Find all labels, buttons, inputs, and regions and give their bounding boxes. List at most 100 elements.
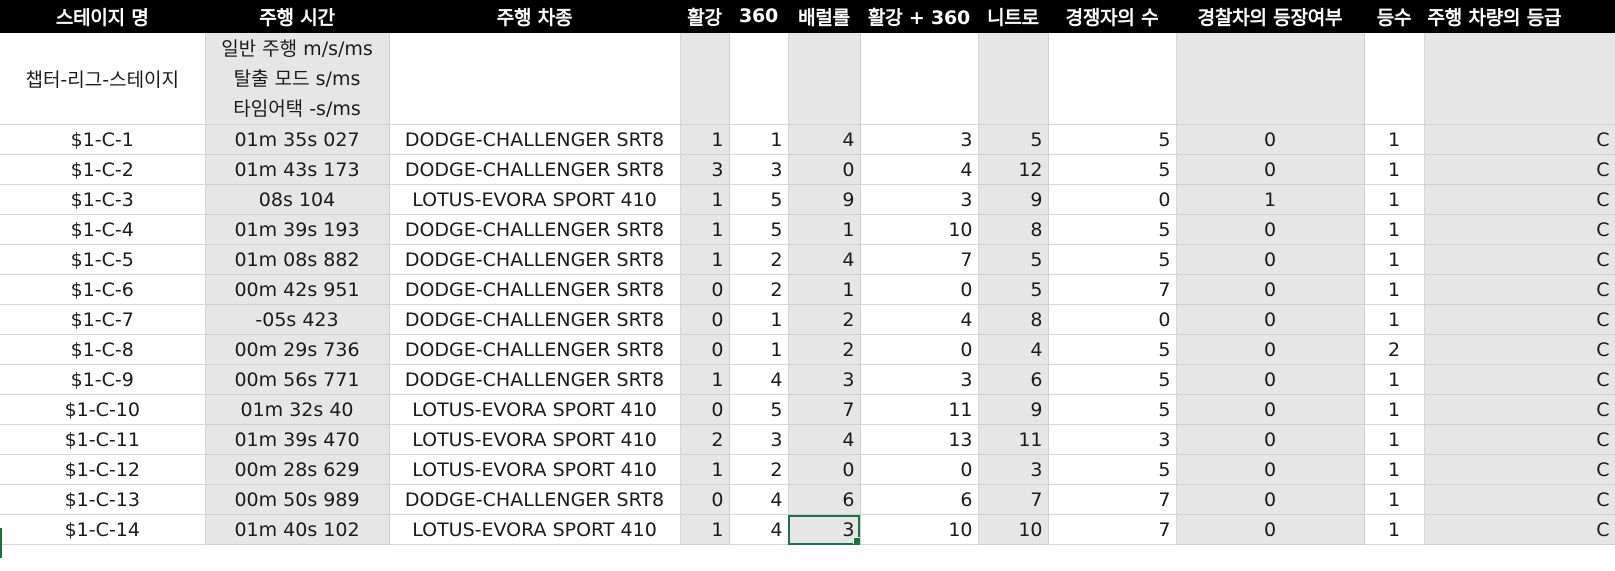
- cell-police-appearance[interactable]: 0: [1176, 424, 1365, 455]
- cell-360[interactable]: 3: [729, 154, 789, 185]
- cell-stage-name[interactable]: $1-C-1: [0, 124, 206, 155]
- header-rival-count[interactable]: 경쟁자의 수: [1048, 0, 1177, 33]
- cell-rival-count[interactable]: 5: [1048, 244, 1177, 275]
- cell-police-appearance[interactable]: 0: [1176, 124, 1365, 155]
- cell-car-model[interactable]: LOTUS-EVORA SPORT 410: [389, 454, 681, 485]
- cell-car-model[interactable]: LOTUS-EVORA SPORT 410: [389, 394, 681, 425]
- cell-nitro[interactable]: 6: [978, 364, 1049, 395]
- cell-stage-name[interactable]: $1-C-6: [0, 274, 206, 305]
- cell-car-grade[interactable]: C: [1424, 214, 1615, 245]
- cell-car-model[interactable]: DODGE-CHALLENGER SRT8: [389, 304, 681, 335]
- cell-stage-name[interactable]: $1-C-5: [0, 244, 206, 275]
- cell-car-model[interactable]: DODGE-CHALLENGER SRT8: [389, 274, 681, 305]
- cell-360[interactable]: 5: [729, 184, 789, 215]
- cell-360[interactable]: 1: [729, 304, 789, 335]
- cell-360[interactable]: 2: [729, 244, 789, 275]
- cell-360[interactable]: 2: [729, 274, 789, 305]
- cell-barrel-roll-selected[interactable]: 3: [788, 514, 861, 545]
- cell-nitro[interactable]: 11: [978, 424, 1049, 455]
- cell-glide-plus-360[interactable]: 10: [860, 514, 979, 545]
- cell-drive-time[interactable]: 01m 08s 882: [205, 244, 390, 275]
- cell-police-appearance[interactable]: 1: [1176, 184, 1365, 215]
- legend-cell[interactable]: [389, 32, 681, 125]
- cell-drive-time[interactable]: 01m 43s 173: [205, 154, 390, 185]
- cell-nitro[interactable]: 5: [978, 124, 1049, 155]
- cell-rival-count[interactable]: 5: [1048, 334, 1177, 365]
- cell-360[interactable]: 5: [729, 394, 789, 425]
- cell-glide[interactable]: 0: [680, 274, 730, 305]
- cell-rank[interactable]: 1: [1364, 364, 1425, 395]
- cell-rank[interactable]: 1: [1364, 514, 1425, 545]
- cell-drive-time[interactable]: 00m 28s 629: [205, 454, 390, 485]
- cell-glide[interactable]: 0: [680, 334, 730, 365]
- header-360[interactable]: 360: [729, 0, 789, 33]
- cell-car-grade[interactable]: C: [1424, 244, 1615, 275]
- cell-360[interactable]: 4: [729, 364, 789, 395]
- cell-car-model[interactable]: DODGE-CHALLENGER SRT8: [389, 154, 681, 185]
- cell-nitro[interactable]: 12: [978, 154, 1049, 185]
- cell-police-appearance[interactable]: 0: [1176, 394, 1365, 425]
- cell-glide-plus-360[interactable]: 7: [860, 244, 979, 275]
- cell-barrel-roll[interactable]: 0: [788, 154, 861, 185]
- cell-car-model[interactable]: DODGE-CHALLENGER SRT8: [389, 214, 681, 245]
- cell-rival-count[interactable]: 7: [1048, 514, 1177, 545]
- cell-stage-name[interactable]: $1-C-7: [0, 304, 206, 335]
- cell-stage-name[interactable]: $1-C-8: [0, 334, 206, 365]
- cell-glide-plus-360[interactable]: 11: [860, 394, 979, 425]
- cell-stage-name[interactable]: $1-C-10: [0, 394, 206, 425]
- cell-car-grade[interactable]: C: [1424, 274, 1615, 305]
- cell-rank[interactable]: 1: [1364, 424, 1425, 455]
- header-nitro[interactable]: 니트로: [978, 0, 1049, 33]
- cell-360[interactable]: 2: [729, 454, 789, 485]
- cell-barrel-roll[interactable]: 6: [788, 484, 861, 515]
- cell-rank[interactable]: 1: [1364, 154, 1425, 185]
- cell-360[interactable]: 4: [729, 514, 789, 545]
- cell-stage-name[interactable]: $1-C-14: [0, 514, 206, 545]
- cell-car-model[interactable]: LOTUS-EVORA SPORT 410: [389, 514, 681, 545]
- cell-police-appearance[interactable]: 0: [1176, 304, 1365, 335]
- cell-drive-time[interactable]: 08s 104: [205, 184, 390, 215]
- cell-rival-count[interactable]: 0: [1048, 304, 1177, 335]
- header-glide[interactable]: 활강: [680, 0, 730, 33]
- cell-car-model[interactable]: LOTUS-EVORA SPORT 410: [389, 424, 681, 455]
- legend-cell[interactable]: [1364, 32, 1425, 125]
- cell-glide-plus-360[interactable]: 3: [860, 364, 979, 395]
- cell-stage-name[interactable]: $1-C-4: [0, 214, 206, 245]
- cell-barrel-roll[interactable]: 3: [788, 364, 861, 395]
- cell-glide[interactable]: 1: [680, 214, 730, 245]
- cell-stage-name[interactable]: $1-C-12: [0, 454, 206, 485]
- cell-rank[interactable]: 2: [1364, 334, 1425, 365]
- cell-rank[interactable]: 1: [1364, 214, 1425, 245]
- cell-police-appearance[interactable]: 0: [1176, 154, 1365, 185]
- header-rank[interactable]: 등수: [1364, 0, 1425, 33]
- cell-glide-plus-360[interactable]: 0: [860, 274, 979, 305]
- cell-glide-plus-360[interactable]: 0: [860, 454, 979, 485]
- cell-car-grade[interactable]: C: [1424, 184, 1615, 215]
- cell-rank[interactable]: 1: [1364, 484, 1425, 515]
- cell-glide[interactable]: 1: [680, 454, 730, 485]
- cell-rank[interactable]: 1: [1364, 304, 1425, 335]
- cell-barrel-roll[interactable]: 9: [788, 184, 861, 215]
- cell-drive-time[interactable]: 00m 42s 951: [205, 274, 390, 305]
- cell-car-grade[interactable]: C: [1424, 334, 1615, 365]
- cell-car-grade[interactable]: C: [1424, 394, 1615, 425]
- cell-nitro[interactable]: 3: [978, 454, 1049, 485]
- legend-cell[interactable]: [788, 32, 861, 125]
- cell-drive-time[interactable]: 01m 40s 102: [205, 514, 390, 545]
- cell-rank[interactable]: 1: [1364, 184, 1425, 215]
- cell-rank[interactable]: 1: [1364, 394, 1425, 425]
- cell-glide[interactable]: 2: [680, 424, 730, 455]
- cell-glide-plus-360[interactable]: 10: [860, 214, 979, 245]
- cell-nitro[interactable]: 8: [978, 214, 1049, 245]
- cell-glide[interactable]: 1: [680, 364, 730, 395]
- cell-police-appearance[interactable]: 0: [1176, 214, 1365, 245]
- cell-police-appearance[interactable]: 0: [1176, 274, 1365, 305]
- cell-glide[interactable]: 1: [680, 184, 730, 215]
- legend-time-formats[interactable]: 일반 주행 m/s/ms 탈출 모드 s/ms 타임어택 -s/ms: [205, 32, 390, 125]
- legend-cell[interactable]: [978, 32, 1049, 125]
- cell-police-appearance[interactable]: 0: [1176, 334, 1365, 365]
- cell-car-model[interactable]: DODGE-CHALLENGER SRT8: [389, 124, 681, 155]
- cell-barrel-roll[interactable]: 4: [788, 424, 861, 455]
- cell-rival-count[interactable]: 7: [1048, 274, 1177, 305]
